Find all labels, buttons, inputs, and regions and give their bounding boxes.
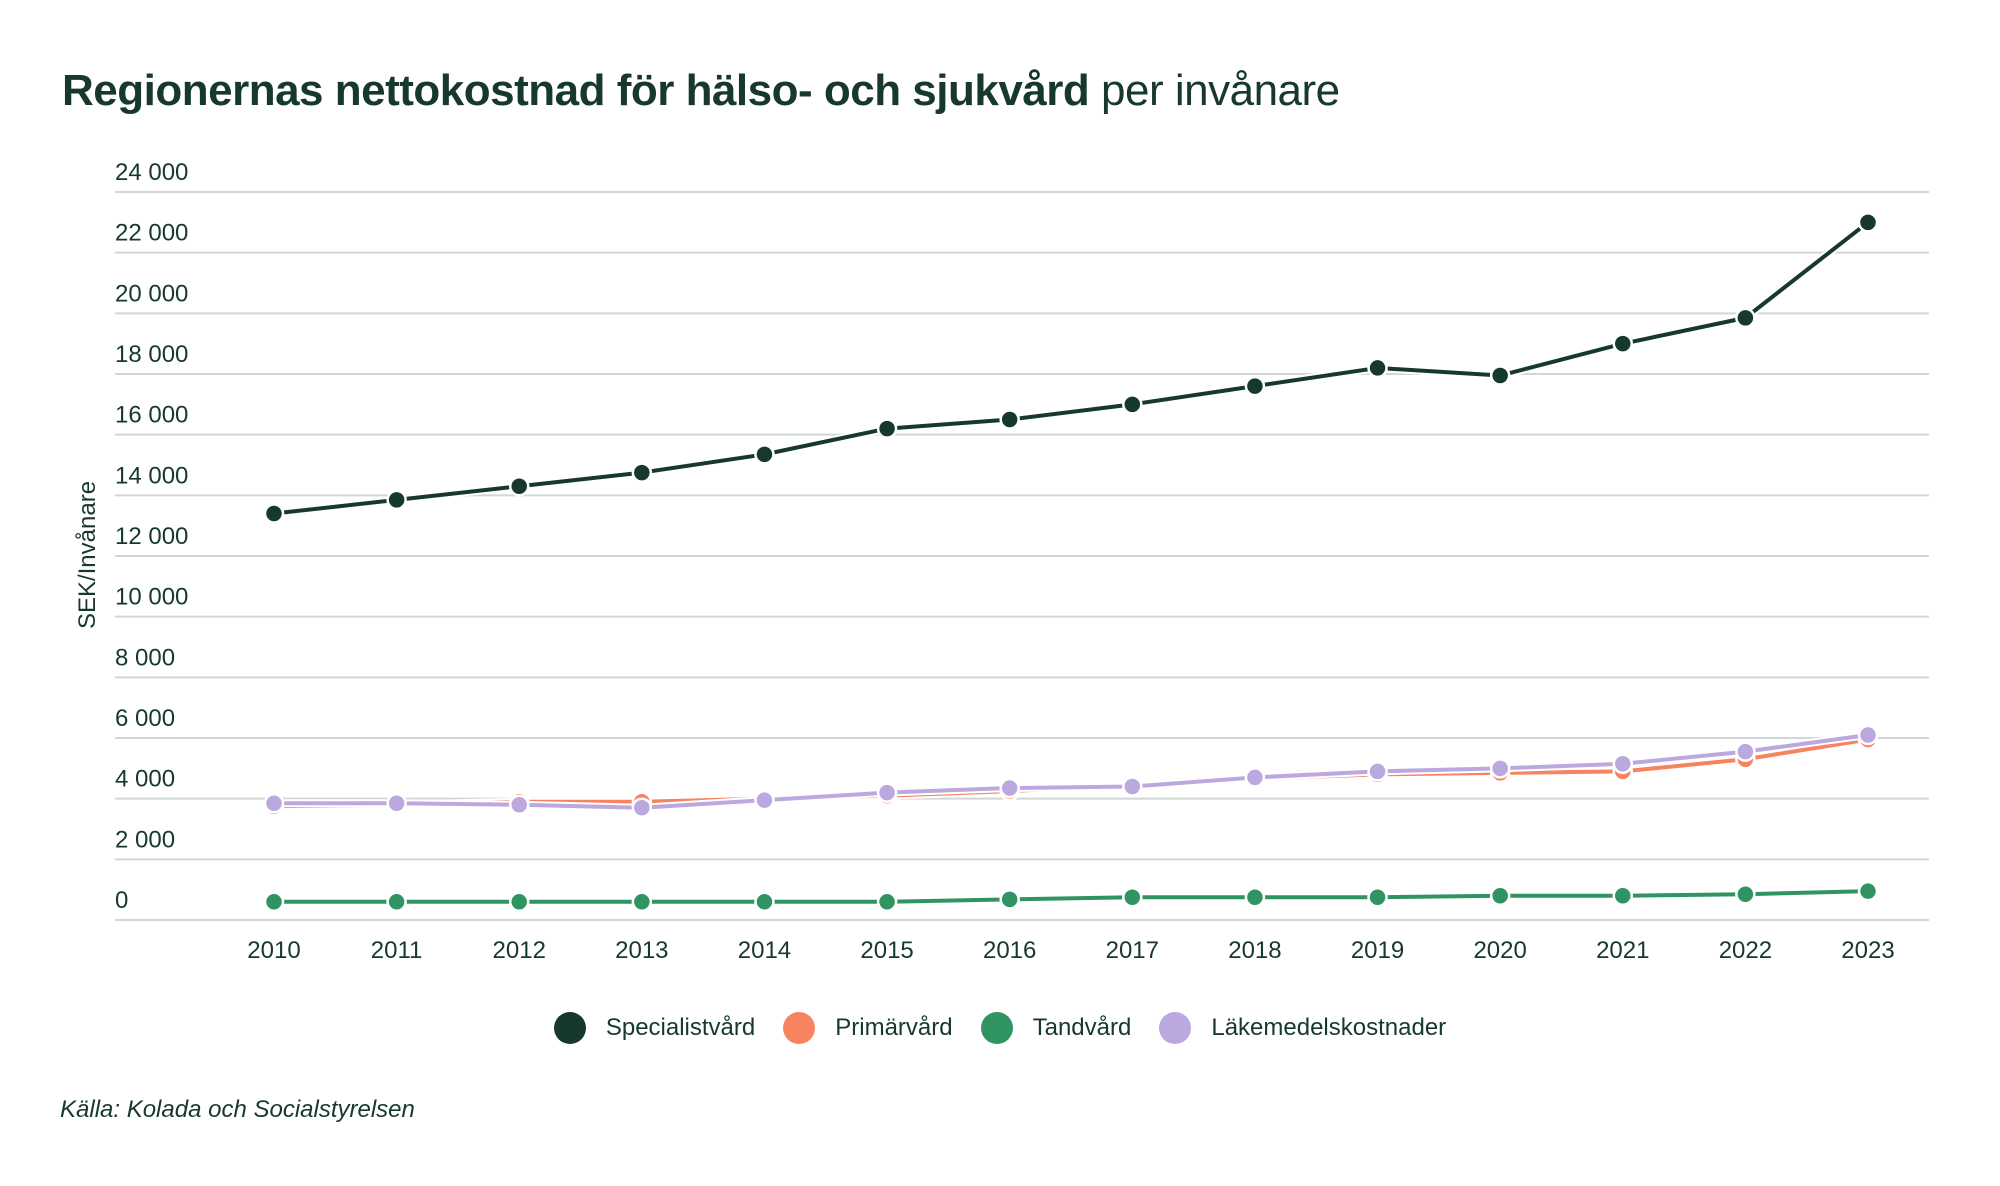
y-tick-label: 14 000 — [115, 462, 188, 489]
y-tick-label: 8 000 — [115, 644, 175, 671]
legend-marker-icon — [1159, 1012, 1192, 1044]
x-tick-label: 2017 — [1106, 937, 1159, 964]
y-tick-label: 16 000 — [115, 402, 188, 429]
data-point — [1367, 887, 1388, 908]
data-point — [1735, 307, 1756, 329]
chart-title: Regionernas nettokostnad för hälso- och … — [62, 66, 1340, 116]
data-point — [1489, 758, 1511, 779]
x-tick-label: 2023 — [1841, 937, 1894, 964]
data-point — [508, 891, 530, 913]
data-point — [1857, 880, 1879, 902]
legend: Specialistvård Primärvård Tandvård Läkemede… — [0, 1012, 2000, 1044]
y-tick-label: 20 000 — [115, 280, 188, 307]
x-tick-label: 2018 — [1228, 937, 1281, 964]
x-tick-label: 2012 — [493, 937, 546, 964]
series-line-tandvård — [274, 889, 1869, 904]
y-tick-label: 10 000 — [115, 584, 188, 611]
y-tick-label: 12 000 — [115, 523, 188, 550]
x-tick-label: 2019 — [1351, 937, 1404, 964]
data-point — [508, 794, 530, 815]
data-point — [1122, 394, 1143, 415]
data-point — [1612, 333, 1634, 354]
data-point — [1122, 887, 1143, 908]
data-point — [263, 503, 285, 524]
y-tick-label: 24 000 — [115, 159, 188, 186]
data-point — [1122, 776, 1143, 797]
data-point — [263, 891, 285, 913]
data-point — [263, 792, 285, 814]
series-line-specialistvård — [273, 220, 1870, 516]
data-point — [876, 418, 898, 439]
data-point — [1857, 724, 1879, 746]
y-tick-label: 18 000 — [115, 341, 188, 368]
data-point — [1367, 357, 1388, 379]
y-tick-label: 0 — [115, 887, 128, 914]
data-point — [386, 891, 407, 913]
legend-marker-icon — [980, 1012, 1013, 1044]
data-point — [1612, 753, 1634, 775]
legend-item[interactable]: Läkemedelskostnader — [1159, 1012, 1446, 1044]
x-tick-label: 2011 — [371, 937, 423, 964]
legend-item[interactable]: Tandvård — [980, 1012, 1132, 1044]
series-line-halo — [273, 219, 1871, 518]
chart-title-bold: Regionernas nettokostnad för hälso- och … — [62, 66, 1090, 115]
legend-item[interactable]: Primärvård — [783, 1012, 953, 1044]
data-point — [754, 444, 775, 465]
data-point — [1244, 767, 1266, 788]
y-tick-label: 2 000 — [115, 826, 175, 853]
data-point — [1612, 885, 1634, 906]
x-tick-label: 2021 — [1596, 937, 1649, 964]
legend-marker-icon — [553, 1012, 586, 1044]
chart-title-light: per invånare — [1101, 66, 1340, 115]
data-point — [1735, 741, 1756, 762]
data-point — [1244, 375, 1266, 397]
y-tick-label: 4 000 — [115, 766, 175, 793]
source-note: Källa: Kolada och Socialstyrelsen — [60, 1096, 415, 1123]
data-point — [631, 797, 653, 819]
data-point — [1489, 365, 1511, 386]
data-point — [386, 792, 407, 814]
y-tick-label: 22 000 — [115, 220, 188, 247]
legend-label: Tandvård — [1032, 1014, 1132, 1041]
y-axis-label: SEK/Invånare — [74, 481, 101, 629]
legend-item[interactable]: Specialistvård — [553, 1012, 756, 1044]
data-point — [1735, 883, 1756, 905]
x-tick-label: 2014 — [738, 937, 791, 964]
x-tick-label: 2013 — [615, 937, 668, 964]
data-point — [876, 891, 898, 913]
data-point — [754, 891, 775, 913]
data-point — [754, 789, 775, 811]
legend-label: Primärvård — [835, 1014, 953, 1041]
legend-label: Specialistvård — [605, 1014, 756, 1041]
data-point — [1367, 761, 1388, 782]
x-tick-label: 2016 — [983, 937, 1036, 964]
legend-marker-icon — [783, 1012, 816, 1044]
y-tick-label: 6 000 — [115, 705, 175, 732]
x-tick-label: 2015 — [860, 937, 913, 964]
data-point — [1489, 885, 1511, 906]
data-point — [508, 475, 530, 497]
data-point — [999, 409, 1020, 430]
x-tick-label: 2020 — [1473, 937, 1526, 964]
data-point — [1857, 212, 1879, 233]
data-point — [1244, 887, 1266, 908]
data-point — [631, 891, 653, 913]
x-tick-label: 2010 — [247, 937, 300, 964]
legend-label: Läkemedelskostnader — [1211, 1014, 1447, 1041]
x-tick-label: 2022 — [1719, 937, 1772, 964]
data-point — [386, 489, 407, 511]
data-point — [999, 777, 1020, 799]
data-point — [631, 462, 653, 483]
series-line-läkemedelskostnader — [274, 732, 1869, 810]
data-point — [876, 782, 898, 803]
data-point — [999, 889, 1020, 910]
